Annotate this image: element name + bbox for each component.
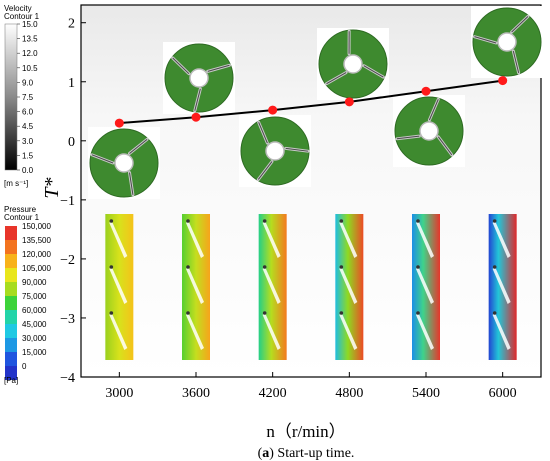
x-tick-label: 3600 xyxy=(182,386,210,401)
x-axis: 3000 3600 4200 4800 5400 6000 xyxy=(105,372,517,401)
data-point xyxy=(344,97,354,107)
pressure-tick-label: 45,000 xyxy=(22,320,47,329)
pressure-color-band xyxy=(5,324,17,338)
velocity-legend-unit: [m s⁻¹] xyxy=(4,179,28,188)
pressure-tick-label: 60,000 xyxy=(22,306,47,315)
pressure-tick-label: 30,000 xyxy=(22,334,47,343)
data-point xyxy=(498,76,508,86)
pressure-tick-label: 75,000 xyxy=(22,292,47,301)
velocity-tick-label: 4.5 xyxy=(22,122,34,131)
pressure-color-band xyxy=(5,240,17,254)
blade-contour-strip xyxy=(335,214,364,360)
pressure-legend-unit: [Pa] xyxy=(4,376,18,385)
x-tick-label: 4200 xyxy=(259,386,287,401)
pressure-legend-title: Pressure xyxy=(4,205,37,214)
pressure-tick-label: 135,500 xyxy=(22,236,51,245)
pressure-color-band xyxy=(5,310,17,324)
velocity-tick-label: 10.5 xyxy=(22,64,38,73)
pressure-tick-label: 0 xyxy=(22,362,27,371)
rotor-velocity-contours xyxy=(88,6,543,199)
x-tick-label: 4800 xyxy=(335,386,363,401)
blade-contour-strip xyxy=(258,214,287,360)
rotor-velocity-image xyxy=(88,127,160,199)
y-tick-label: 0 xyxy=(68,135,75,150)
rotor-velocity-image xyxy=(393,95,465,167)
pressure-tick-label: 105,000 xyxy=(22,264,51,273)
pressure-tick-label: 90,000 xyxy=(22,278,47,287)
x-tick-label: 3000 xyxy=(105,386,133,401)
rotor-velocity-image xyxy=(471,6,543,78)
blade-contour-strip xyxy=(412,214,440,360)
velocity-tick-label: 15.0 xyxy=(22,20,38,29)
y-tick-label: −4 xyxy=(60,371,75,386)
start-up-time-line xyxy=(119,79,503,125)
blade-pressure-contours xyxy=(105,214,517,360)
data-point xyxy=(191,112,201,122)
pressure-color-band xyxy=(5,226,17,240)
velocity-tick-label: 12.0 xyxy=(22,49,38,58)
velocity-tick-label: 6.0 xyxy=(22,108,34,117)
pressure-color-band xyxy=(5,296,17,310)
y-axis-label: T* xyxy=(41,177,63,198)
blade-contour-strip xyxy=(488,214,517,360)
data-point xyxy=(421,86,431,96)
pressure-legend-subtitle: Contour 1 xyxy=(4,213,40,222)
pressure-color-band xyxy=(5,338,17,352)
y-tick-label: −1 xyxy=(60,194,75,209)
pressure-tick-label: 150,000 xyxy=(22,222,51,231)
y-tick-label: −3 xyxy=(60,312,75,327)
figure-caption: (a) Start-up time. xyxy=(258,446,355,461)
caption-text: Start-up time. xyxy=(274,446,355,461)
plot-frame xyxy=(80,4,542,378)
data-point xyxy=(268,105,278,115)
velocity-legend: Velocity Contour 1 15.0 13.5 12.0 10.5 9.0 7.… xyxy=(4,4,40,188)
blade-contour-strip xyxy=(105,214,134,360)
pressure-color-band xyxy=(5,282,17,296)
pressure-color-band xyxy=(5,268,17,282)
x-tick-label: 6000 xyxy=(489,386,517,401)
y-axis: 2 1 0 −1 −2 −3 −4 xyxy=(60,17,86,386)
velocity-tick-label: 9.0 xyxy=(22,78,34,87)
rotor-velocity-image xyxy=(163,42,235,114)
pressure-color-band xyxy=(5,352,17,366)
y-tick-label: 2 xyxy=(68,17,75,32)
pressure-color-band xyxy=(5,366,17,380)
pressure-tick-label: 120,000 xyxy=(22,250,51,259)
velocity-tick-label: 0.0 xyxy=(22,166,34,175)
velocity-colorbar xyxy=(4,23,18,171)
y-tick-label: 1 xyxy=(68,76,75,91)
data-point xyxy=(114,118,124,128)
rotor-velocity-image xyxy=(317,28,389,100)
velocity-tick-label: 1.5 xyxy=(22,151,34,160)
velocity-legend-subtitle: Contour 1 xyxy=(4,12,40,21)
velocity-legend-title: Velocity xyxy=(4,4,32,13)
velocity-tick-label: 13.5 xyxy=(22,35,38,44)
x-tick-label: 5400 xyxy=(412,386,440,401)
velocity-tick-label: 3.0 xyxy=(22,137,34,146)
pressure-color-band xyxy=(5,254,17,268)
x-axis-label: n（r/min） xyxy=(266,422,345,441)
y-tick-label: −2 xyxy=(60,253,75,268)
data-points xyxy=(114,76,508,128)
rotor-velocity-image xyxy=(239,115,311,187)
velocity-tick-label: 7.5 xyxy=(22,93,34,102)
caption-label: a xyxy=(262,446,269,461)
pressure-legend: Pressure Contour 1 150,000 135,500 120,000… xyxy=(4,205,51,385)
blade-contour-strip xyxy=(182,214,210,360)
pressure-tick-label: 15,000 xyxy=(22,348,47,357)
